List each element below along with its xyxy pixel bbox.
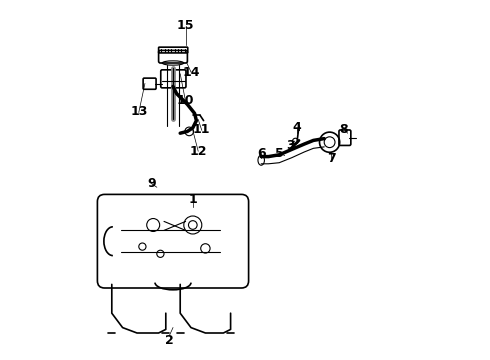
Text: 9: 9 <box>147 177 156 190</box>
Text: 11: 11 <box>193 123 211 136</box>
Text: 14: 14 <box>182 66 200 78</box>
Text: 5: 5 <box>275 147 284 159</box>
Text: 13: 13 <box>130 105 147 118</box>
Text: 7: 7 <box>327 152 336 165</box>
Text: 3: 3 <box>286 139 294 152</box>
Text: 2: 2 <box>165 334 174 347</box>
Text: 8: 8 <box>340 123 348 136</box>
Text: 15: 15 <box>177 19 195 32</box>
Text: 12: 12 <box>190 145 207 158</box>
Text: 1: 1 <box>189 193 197 206</box>
Text: 10: 10 <box>177 94 195 107</box>
Text: 6: 6 <box>257 147 266 159</box>
Text: 4: 4 <box>293 121 301 134</box>
